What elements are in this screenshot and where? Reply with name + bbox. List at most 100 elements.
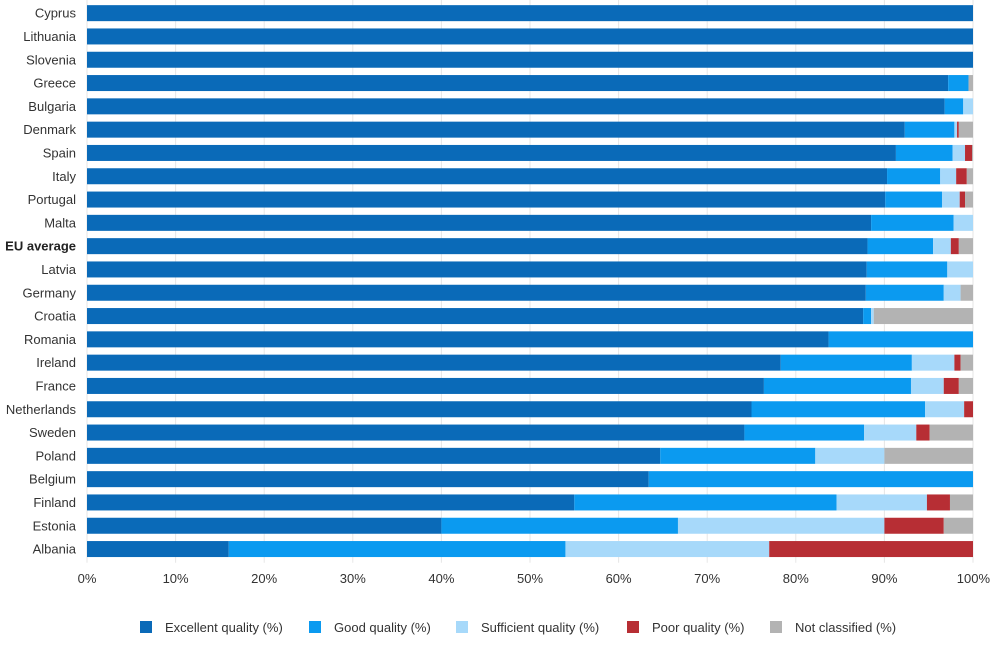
category-label-sweden: Sweden: [29, 425, 76, 440]
bar-ireland-poor-quality: [954, 354, 961, 371]
bar-poland-good-quality: [660, 447, 816, 464]
x-tick-label-3: 30%: [340, 571, 366, 586]
bar-estonia-sufficient-quality: [677, 517, 885, 534]
bar-ireland-excellent-quality: [87, 354, 781, 371]
category-label-germany: Germany: [23, 285, 77, 300]
category-label-france: France: [36, 378, 76, 393]
bar-denmark-excellent-quality: [87, 121, 905, 138]
bar-bulgaria-excellent-quality: [87, 98, 945, 115]
bar-poland-not-classified: [884, 447, 973, 464]
bar-denmark-good-quality: [904, 121, 955, 138]
legend-item-sufficient-quality[interactable]: Sufficient quality (%): [456, 620, 599, 635]
bar-eu-average-good-quality: [867, 238, 934, 255]
category-label-lithuania: Lithuania: [23, 29, 77, 44]
x-tick-label-6: 60%: [606, 571, 632, 586]
legend-swatch-good-quality: [309, 621, 321, 633]
bar-netherlands-good-quality: [751, 401, 926, 418]
grid-lines: [86, 0, 974, 563]
x-tick-label-10: 100%: [957, 571, 991, 586]
bar-eu-average-poor-quality: [950, 238, 959, 255]
legend-swatch-poor-quality: [627, 621, 639, 633]
bar-italy-poor-quality: [956, 168, 967, 185]
bar-italy-not-classified: [966, 168, 973, 185]
bar-spain-good-quality: [895, 144, 953, 161]
bar-albania-poor-quality: [769, 541, 973, 558]
bar-greece-good-quality: [948, 75, 969, 92]
legend-swatch-sufficient-quality: [456, 621, 468, 633]
bar-belgium-excellent-quality: [87, 471, 649, 488]
bar-france-good-quality: [763, 377, 911, 394]
bar-malta-sufficient-quality: [953, 214, 973, 231]
bar-malta-good-quality: [871, 214, 954, 231]
x-tick-label-4: 40%: [428, 571, 454, 586]
category-label-denmark: Denmark: [23, 122, 76, 137]
legend-item-not-classified[interactable]: Not classified (%): [770, 620, 896, 635]
bar-greece-excellent-quality: [87, 75, 949, 92]
category-label-finland: Finland: [33, 495, 76, 510]
legend-label-excellent-quality: Excellent quality (%): [165, 620, 283, 635]
bar-estonia-not-classified: [943, 517, 973, 534]
bar-germany-good-quality: [865, 284, 944, 301]
category-label-croatia: Croatia: [34, 309, 77, 324]
bar-estonia-poor-quality: [884, 517, 944, 534]
bar-italy-excellent-quality: [87, 168, 888, 185]
x-tick-label-1: 10%: [163, 571, 189, 586]
bar-croatia-excellent-quality: [87, 308, 864, 325]
bar-albania-excellent-quality: [87, 541, 229, 558]
bar-sweden-excellent-quality: [87, 424, 745, 441]
x-tick-label-5: 50%: [517, 571, 543, 586]
bar-slovenia-excellent-quality: [87, 51, 973, 68]
bar-portugal-sufficient-quality: [941, 191, 960, 208]
bar-netherlands-excellent-quality: [87, 401, 752, 418]
bar-croatia-not-classified: [873, 308, 973, 325]
category-label-spain: Spain: [43, 145, 76, 160]
category-label-eu-average: EU average: [5, 239, 76, 254]
x-tick-label-9: 90%: [871, 571, 897, 586]
bar-france-excellent-quality: [87, 377, 764, 394]
bar-albania-sufficient-quality: [565, 541, 770, 558]
legend-item-poor-quality[interactable]: Poor quality (%): [627, 620, 744, 635]
bar-greece-not-classified: [968, 75, 973, 92]
bar-spain-excellent-quality: [87, 144, 896, 161]
legend-swatch-excellent-quality: [140, 621, 152, 633]
x-tick-label-2: 20%: [251, 571, 277, 586]
category-label-ireland: Ireland: [36, 355, 76, 370]
legend-item-excellent-quality[interactable]: Excellent quality (%): [140, 620, 283, 635]
bar-poland-excellent-quality: [87, 447, 661, 464]
bar-croatia-good-quality: [863, 308, 872, 325]
category-label-belgium: Belgium: [29, 472, 76, 487]
x-tick-label-8: 80%: [783, 571, 809, 586]
bar-france-poor-quality: [943, 377, 959, 394]
bar-eu-average-excellent-quality: [87, 238, 868, 255]
bar-italy-sufficient-quality: [940, 168, 957, 185]
category-label-italy: Italy: [52, 169, 76, 184]
bar-spain-not-classified: [972, 144, 973, 161]
bar-sweden-not-classified: [929, 424, 973, 441]
bar-latvia-good-quality: [866, 261, 948, 278]
category-label-estonia: Estonia: [33, 518, 77, 533]
bar-ireland-good-quality: [780, 354, 912, 371]
category-label-cyprus: Cyprus: [35, 6, 77, 21]
bar-germany-not-classified: [960, 284, 973, 301]
bar-estonia-excellent-quality: [87, 517, 442, 534]
category-label-latvia: Latvia: [41, 262, 76, 277]
legend-label-poor-quality: Poor quality (%): [652, 620, 744, 635]
category-label-netherlands: Netherlands: [6, 402, 77, 417]
category-label-poland: Poland: [36, 448, 76, 463]
legend-item-good-quality[interactable]: Good quality (%): [309, 620, 431, 635]
bar-france-sufficient-quality: [910, 377, 944, 394]
bar-eu-average-not-classified: [958, 238, 973, 255]
bar-malta-excellent-quality: [87, 214, 872, 231]
bar-sweden-sufficient-quality: [864, 424, 917, 441]
category-label-bulgaria: Bulgaria: [28, 99, 76, 114]
legend-label-sufficient-quality: Sufficient quality (%): [481, 620, 599, 635]
bar-germany-excellent-quality: [87, 284, 866, 301]
bar-finland-good-quality: [574, 494, 837, 511]
bar-romania-good-quality: [828, 331, 973, 348]
x-tick-label-7: 70%: [694, 571, 720, 586]
bar-finland-poor-quality: [926, 494, 950, 511]
bar-france-not-classified: [958, 377, 973, 394]
bar-netherlands-sufficient-quality: [925, 401, 965, 418]
